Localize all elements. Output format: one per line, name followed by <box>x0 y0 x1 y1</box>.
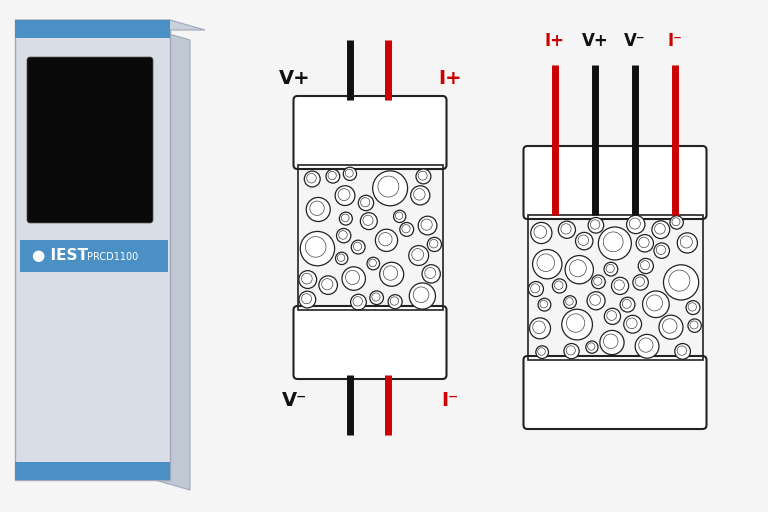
Bar <box>15 20 170 38</box>
Circle shape <box>611 278 629 294</box>
Circle shape <box>654 243 670 259</box>
Circle shape <box>306 198 330 222</box>
Polygon shape <box>15 20 205 30</box>
Circle shape <box>591 275 605 289</box>
Circle shape <box>565 255 594 284</box>
Circle shape <box>604 262 617 276</box>
Circle shape <box>409 246 429 265</box>
Circle shape <box>351 294 366 310</box>
Circle shape <box>652 221 670 239</box>
Circle shape <box>342 267 366 290</box>
Circle shape <box>336 228 351 243</box>
Text: I⁻: I⁻ <box>442 391 458 410</box>
Circle shape <box>422 265 440 283</box>
FancyBboxPatch shape <box>293 306 446 379</box>
FancyBboxPatch shape <box>524 146 707 219</box>
Circle shape <box>532 249 562 279</box>
Circle shape <box>379 262 404 286</box>
Circle shape <box>336 252 348 265</box>
Circle shape <box>643 291 669 317</box>
Text: V⁻: V⁻ <box>283 391 308 410</box>
Bar <box>528 215 703 360</box>
Bar <box>15 462 170 480</box>
Circle shape <box>369 291 383 305</box>
Circle shape <box>419 216 437 235</box>
Text: I+: I+ <box>439 69 462 88</box>
Circle shape <box>299 291 316 308</box>
Circle shape <box>688 319 701 332</box>
Text: V⁻: V⁻ <box>624 32 646 50</box>
Circle shape <box>624 315 641 333</box>
Circle shape <box>335 186 355 205</box>
Circle shape <box>376 229 398 251</box>
Circle shape <box>586 341 598 353</box>
Circle shape <box>670 216 684 229</box>
Circle shape <box>388 295 402 309</box>
Circle shape <box>300 231 335 266</box>
Circle shape <box>351 240 365 254</box>
Text: V+: V+ <box>581 32 608 50</box>
Circle shape <box>627 215 645 233</box>
FancyBboxPatch shape <box>293 96 446 169</box>
Text: PRCD1100: PRCD1100 <box>87 252 138 262</box>
Circle shape <box>558 221 575 238</box>
Circle shape <box>360 212 377 229</box>
FancyBboxPatch shape <box>15 20 170 480</box>
Bar <box>297 165 442 310</box>
Circle shape <box>588 218 604 233</box>
Circle shape <box>299 271 316 288</box>
Circle shape <box>393 210 406 223</box>
Polygon shape <box>155 30 190 490</box>
Bar <box>20 240 168 272</box>
Circle shape <box>564 296 576 308</box>
Circle shape <box>638 259 654 273</box>
Circle shape <box>659 315 683 339</box>
Circle shape <box>587 292 605 310</box>
Circle shape <box>686 301 700 314</box>
Circle shape <box>339 212 353 225</box>
Circle shape <box>416 169 431 184</box>
Text: I⁻: I⁻ <box>667 32 683 50</box>
Circle shape <box>343 167 356 180</box>
Circle shape <box>604 308 621 325</box>
Circle shape <box>400 223 414 237</box>
Circle shape <box>564 344 579 359</box>
Circle shape <box>304 171 320 187</box>
Circle shape <box>529 318 551 339</box>
Circle shape <box>677 233 697 253</box>
Circle shape <box>675 344 690 359</box>
Circle shape <box>633 274 648 290</box>
Circle shape <box>600 330 624 355</box>
Circle shape <box>538 298 551 311</box>
Circle shape <box>367 257 379 270</box>
Circle shape <box>561 309 592 340</box>
Circle shape <box>635 334 659 358</box>
Circle shape <box>427 238 442 251</box>
Circle shape <box>575 232 593 250</box>
Circle shape <box>552 279 567 293</box>
Circle shape <box>598 227 631 260</box>
Circle shape <box>536 346 548 358</box>
Circle shape <box>409 283 435 309</box>
Circle shape <box>531 222 552 244</box>
Circle shape <box>372 171 408 206</box>
Circle shape <box>620 297 635 312</box>
Circle shape <box>359 195 374 210</box>
Circle shape <box>664 265 699 300</box>
Circle shape <box>326 169 339 183</box>
Circle shape <box>411 186 430 205</box>
Circle shape <box>636 234 654 252</box>
Circle shape <box>319 276 337 294</box>
Text: I+: I+ <box>545 32 565 50</box>
Circle shape <box>528 282 544 296</box>
Text: ● IEST: ● IEST <box>32 248 88 264</box>
Text: V+: V+ <box>280 69 311 88</box>
FancyBboxPatch shape <box>524 356 707 429</box>
FancyBboxPatch shape <box>27 57 153 223</box>
